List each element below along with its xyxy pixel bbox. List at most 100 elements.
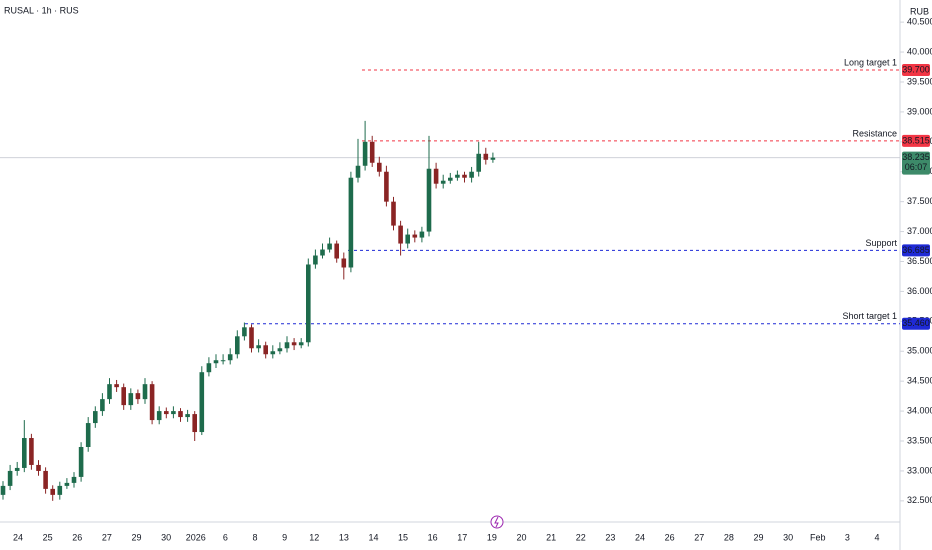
candle-body — [327, 243, 332, 250]
candle-body — [57, 485, 63, 495]
x-tick-label: 4 — [874, 532, 879, 542]
event-circle[interactable] — [490, 515, 504, 529]
x-tick-label: 30 — [161, 532, 171, 542]
candle-body — [284, 342, 290, 349]
chart-title: RUSAL · 1h · RUS — [4, 5, 79, 15]
candle-body — [171, 411, 176, 415]
candle-body — [362, 141, 368, 166]
x-tick-label: 24 — [13, 532, 23, 542]
candle-body — [469, 171, 474, 178]
x-tick-label: 28 — [724, 532, 734, 542]
candle-body — [462, 174, 467, 178]
candle-body — [43, 470, 48, 489]
candle-body — [213, 360, 219, 364]
candle-body — [426, 168, 432, 232]
candle-body — [412, 234, 418, 238]
candle-body — [114, 384, 119, 388]
x-tick-label: 22 — [576, 532, 586, 542]
candle-body — [199, 372, 205, 433]
candle-body — [192, 414, 197, 433]
candle-body — [36, 464, 41, 471]
candle-body — [448, 177, 453, 181]
y-tick-label: 39.000 — [907, 106, 932, 116]
candle-body — [405, 234, 410, 244]
candle-body — [249, 327, 254, 349]
x-tick-label: 8 — [252, 532, 257, 542]
y-tick-label: 40.500 — [907, 17, 932, 27]
y-tick-label: 33.000 — [907, 465, 932, 475]
candle-body — [71, 476, 77, 483]
y-tick-label: 32.500 — [907, 495, 932, 505]
candle-body — [369, 141, 375, 163]
y-tick-label: 34.000 — [907, 405, 932, 415]
y-tick-label: 36.000 — [907, 286, 932, 296]
events-icon[interactable] — [490, 515, 504, 529]
x-tick-label: 6 — [223, 532, 228, 542]
x-tick-label: 24 — [635, 532, 645, 542]
candle-body — [263, 345, 268, 355]
candle-body — [433, 168, 439, 184]
candle-body — [185, 414, 190, 418]
event-bolt — [494, 516, 499, 528]
currency: RUB — [910, 6, 929, 16]
x-tick-label: 29 — [754, 532, 764, 542]
candle-body — [348, 177, 354, 268]
candle-body — [320, 249, 325, 256]
x-tick-label: 23 — [605, 532, 615, 542]
level-tag — [902, 317, 930, 330]
candle-body — [64, 482, 70, 486]
x-tick-label: 27 — [102, 532, 112, 542]
candle-body — [149, 384, 155, 421]
candle-body — [85, 423, 91, 447]
candle-body — [419, 231, 425, 238]
candle-body — [483, 153, 489, 160]
candle-body — [227, 354, 233, 361]
candle-body — [164, 411, 169, 415]
x-tick-label: 14 — [368, 532, 378, 542]
candle-body — [235, 336, 240, 355]
level-name: Resistance — [852, 128, 897, 138]
candle-body — [355, 165, 361, 178]
x-tick-label: Feb — [810, 532, 826, 542]
level-tag — [902, 64, 930, 77]
candle-body — [440, 180, 446, 184]
x-tick-label: 15 — [398, 532, 408, 542]
candle-body — [29, 438, 34, 465]
candle-body — [476, 153, 481, 172]
level-tag-label: 39.700 — [902, 64, 930, 74]
x-tick-label: 3 — [845, 532, 850, 542]
candle-body — [256, 345, 261, 349]
candle-body — [107, 384, 112, 400]
countdown: 06:07 — [905, 162, 928, 172]
candle-body — [306, 264, 311, 343]
candle-body — [313, 255, 318, 265]
candle-body — [341, 258, 347, 268]
candle-body — [78, 446, 84, 477]
candle-body — [391, 201, 396, 226]
level-name: Support — [865, 238, 897, 248]
level-name: Short target 1 — [842, 311, 897, 321]
candle-body — [135, 393, 141, 400]
x-tick-label: 17 — [457, 532, 467, 542]
x-tick-label: 26 — [665, 532, 675, 542]
x-tick-label: 9 — [282, 532, 287, 542]
x-tick-label: 2026 — [186, 532, 206, 542]
x-tick-label: 27 — [694, 532, 704, 542]
level-name: Long target 1 — [844, 57, 897, 67]
y-tick-label: 35.000 — [907, 346, 932, 356]
level-tag-label: 38.515 — [902, 135, 930, 145]
candle-body — [156, 411, 162, 421]
y-tick-label: 37.000 — [907, 226, 932, 236]
candle-body — [0, 485, 6, 495]
last-price-label: 38.235 — [902, 152, 930, 162]
candle-body — [7, 470, 13, 486]
x-tick-label: 26 — [72, 532, 82, 542]
level-tag-label: 35.460 — [902, 318, 930, 328]
candle-body — [242, 327, 247, 337]
y-tick-label: 39.500 — [907, 76, 932, 86]
candle-body — [455, 174, 460, 178]
candle-body — [93, 411, 98, 424]
level-tag — [902, 134, 930, 147]
